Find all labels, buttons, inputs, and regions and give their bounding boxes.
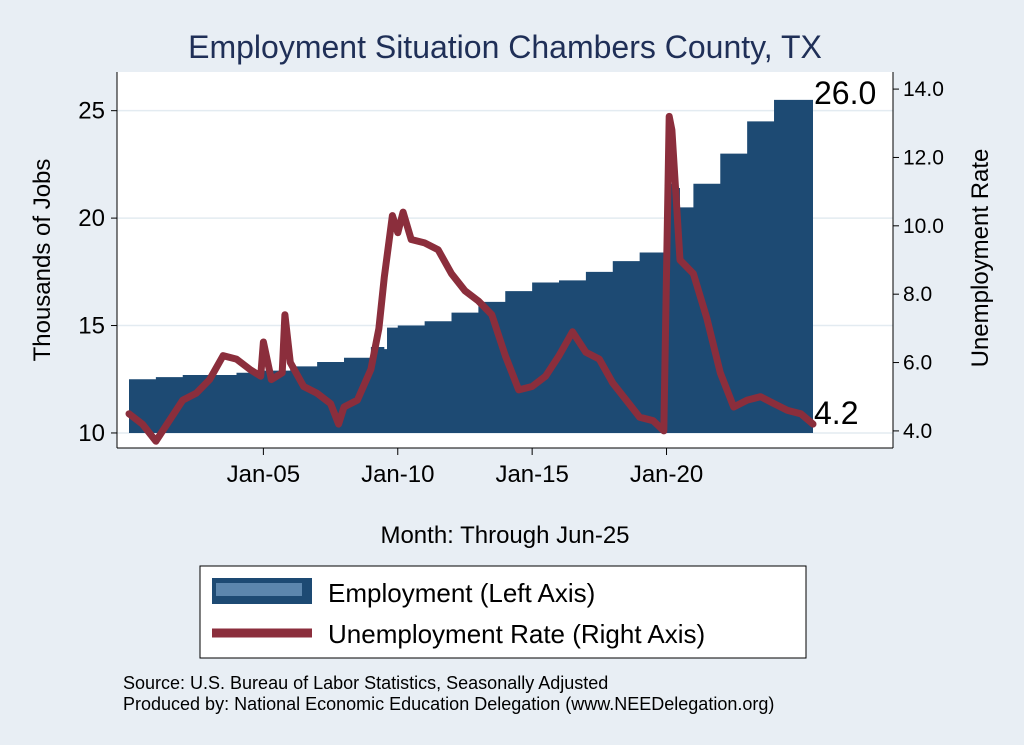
x-axis-label: Month: Through Jun-25: [380, 522, 629, 549]
y-left-tick-label: 15: [78, 313, 105, 340]
y-right-axis-label: Unemployment Rate: [967, 149, 994, 368]
y-right-tick-label: 6.0: [903, 352, 932, 375]
x-tick-label: Jan-05: [227, 461, 300, 488]
y-right-tick-group: 4.0 6.0 8.0 10.0 12.0 14.0: [893, 78, 944, 443]
axes: [116, 72, 894, 449]
y-right-tick-label: 8.0: [903, 283, 932, 306]
source-line-2: Produced by: National Economic Education…: [123, 694, 774, 714]
y-left-tick-group: 10 15 20 25: [78, 98, 117, 447]
end-label-unemployment: 4.2: [814, 395, 858, 431]
x-tick-label: Jan-15: [495, 461, 568, 488]
employment-area-layer: [129, 89, 813, 433]
x-tick-label: Jan-10: [361, 461, 434, 488]
legend-swatch-employment-inner: [216, 583, 302, 596]
y-right-tick-label: 4.0: [903, 420, 932, 443]
y-left-tick-label: 10: [78, 420, 105, 447]
y-left-axis-label: Thousands of Jobs: [29, 159, 56, 362]
employment-area: [129, 89, 813, 433]
unemployment-line: [125, 112, 817, 445]
x-tick-label: Jan-20: [630, 461, 703, 488]
unemployment-line-layer: [125, 112, 817, 445]
y-left-tick-label: 20: [78, 205, 105, 232]
y-right-tick-label: 14.0: [903, 78, 944, 101]
chart-title: Employment Situation Chambers County, TX: [188, 29, 822, 65]
legend-label-unemployment: Unemployment Rate (Right Axis): [328, 619, 705, 649]
end-label-employment: 26.0: [814, 75, 876, 111]
x-tick-group: Jan-05 Jan-10 Jan-15 Jan-20: [227, 448, 703, 488]
legend-label-employment: Employment (Left Axis): [328, 578, 595, 608]
legend: Employment (Left Axis) Unemployment Rate…: [199, 565, 807, 659]
y-right-tick-label: 10.0: [903, 215, 944, 238]
y-right-tick-label: 12.0: [903, 146, 944, 169]
source-line-1: Source: U.S. Bureau of Labor Statistics,…: [123, 673, 608, 693]
y-left-tick-label: 25: [78, 98, 105, 125]
